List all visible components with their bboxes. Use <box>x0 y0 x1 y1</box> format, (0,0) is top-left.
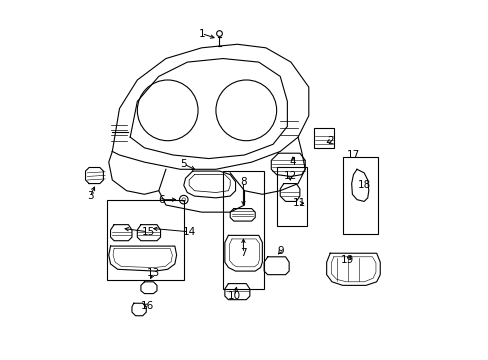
Text: 4: 4 <box>289 157 296 167</box>
Text: 7: 7 <box>240 248 246 258</box>
Text: 17: 17 <box>346 150 359 160</box>
Text: 2: 2 <box>326 136 333 146</box>
Text: 16: 16 <box>141 301 154 311</box>
Text: 19: 19 <box>340 255 353 265</box>
Text: 11: 11 <box>293 198 306 208</box>
Text: 3: 3 <box>87 191 93 201</box>
Text: 15: 15 <box>141 227 154 237</box>
Text: 5: 5 <box>180 159 187 169</box>
Text: 10: 10 <box>227 291 241 301</box>
Bar <box>107 200 183 280</box>
Text: 8: 8 <box>240 177 246 187</box>
Text: 12: 12 <box>283 171 296 181</box>
Text: 13: 13 <box>146 268 160 278</box>
Text: 6: 6 <box>158 195 164 204</box>
Bar <box>223 171 264 289</box>
Bar <box>342 157 378 234</box>
Text: 18: 18 <box>357 180 370 190</box>
Bar <box>276 167 306 226</box>
Text: 1: 1 <box>198 28 204 39</box>
Text: 9: 9 <box>276 247 283 256</box>
Text: 14: 14 <box>182 227 195 237</box>
Bar <box>313 128 333 148</box>
